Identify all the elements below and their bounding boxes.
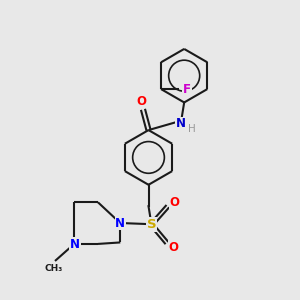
Text: H: H xyxy=(188,124,196,134)
Text: N: N xyxy=(176,117,186,130)
Text: N: N xyxy=(115,217,125,230)
Text: CH₃: CH₃ xyxy=(44,264,62,273)
Text: O: O xyxy=(169,241,178,254)
Text: N: N xyxy=(70,238,80,251)
Text: S: S xyxy=(147,218,156,231)
Text: O: O xyxy=(136,95,146,108)
Text: F: F xyxy=(183,82,191,96)
Text: O: O xyxy=(169,196,179,208)
